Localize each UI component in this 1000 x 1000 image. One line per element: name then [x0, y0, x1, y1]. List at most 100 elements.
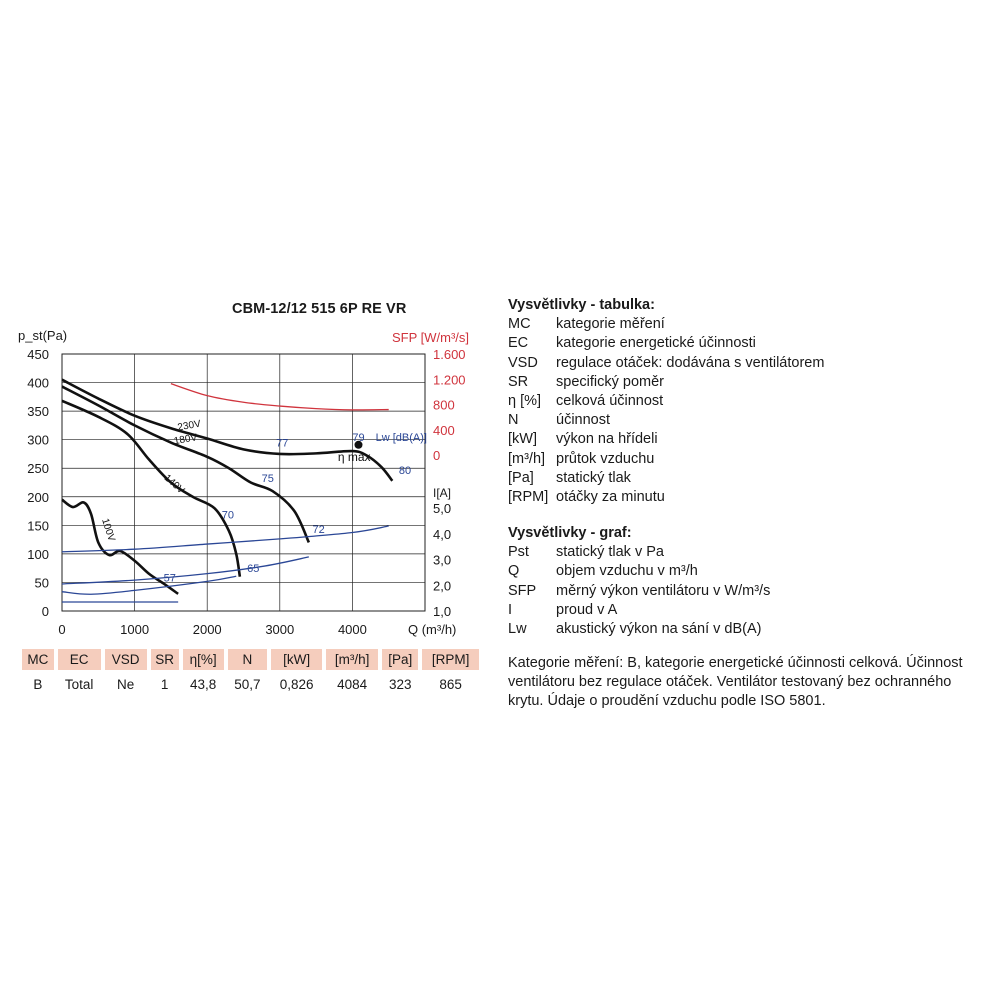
table-header-cell: [kW]: [271, 649, 323, 670]
annotation-65: 65: [247, 563, 259, 575]
pressure-curve-230V: [61, 378, 394, 482]
legend-desc: průtok vzduchu: [556, 450, 655, 467]
legend-graph-block: Vysvětlivky - graf: Pst statický tlak v P…: [508, 524, 770, 639]
annotation-140v: 140V: [162, 473, 187, 497]
annotation-180v: 180V: [173, 432, 198, 447]
current-tick-label: 3,0: [433, 553, 451, 568]
legend-desc: specifický poměr: [556, 373, 664, 390]
annotation-57: 57: [164, 572, 176, 584]
legend-key: SFP: [508, 582, 537, 599]
pressure-curve-100V: [61, 498, 179, 595]
legend-row: MC kategorie měření: [508, 315, 824, 334]
current-curve-5: [61, 525, 389, 553]
x-tick-label: 2000: [193, 622, 222, 637]
table-header-cell: SR: [150, 649, 179, 670]
table-cell: 43,8: [190, 676, 217, 692]
x-tick-label: 1000: [120, 622, 149, 637]
current-curve-7: [61, 575, 237, 595]
table-header-cell: N: [227, 649, 268, 670]
x-tick-label: 3000: [265, 622, 294, 637]
legend-row: EC kategorie energetické účinnosti: [508, 334, 824, 353]
eta-max-marker: [354, 440, 363, 449]
legend-row: VSD regulace otáček: dodávána s ventiláto…: [508, 354, 824, 373]
table-cell: 50,7: [234, 676, 261, 692]
legend-table-title: Vysvětlivky - tabulka:: [508, 297, 655, 313]
x-tick-label: 4000: [338, 622, 367, 637]
y-tick-label: 100: [27, 547, 49, 562]
plot-frame: [61, 353, 426, 612]
y-tick-label: 300: [27, 433, 49, 448]
y-tick-label: 50: [35, 575, 49, 590]
legend-row: Lw akustický výkon na sání v dB(A): [508, 620, 770, 639]
legend-desc: otáčky za minutu: [556, 489, 665, 506]
current-axis-label: I[A]: [433, 486, 451, 500]
legend-key: VSD: [508, 354, 538, 371]
annotation-100v: 100V: [99, 517, 117, 543]
table-header-cell: [RPM]: [422, 649, 479, 670]
annotation-lwdba: Lw [dB(A)]: [376, 432, 427, 444]
annotation-230v: 230V: [177, 419, 202, 434]
y-tick-label: 250: [27, 461, 49, 476]
table-cell: Ne: [116, 676, 135, 692]
sfp-tick-label: 1.200: [433, 372, 466, 387]
legend-desc: výkon na hřídeli: [556, 431, 658, 448]
pressure-curve-180V: [61, 385, 311, 544]
legend-key: [Pa]: [508, 469, 534, 486]
legend-desc: statický tlak: [556, 469, 631, 486]
legend-key: Lw: [508, 621, 527, 638]
table-header-cell: [Pa]: [382, 649, 419, 670]
legend-key: [m³/h]: [508, 450, 546, 467]
table-cell: 865: [439, 676, 462, 692]
y-axis-label: p_st(Pa): [18, 328, 67, 343]
y-tick-label: 150: [27, 518, 49, 533]
legend-desc: proud v A: [556, 601, 618, 618]
table-header-cell: VSD: [104, 649, 147, 670]
legend-row: η [%] celková účinnost: [508, 392, 824, 411]
current-tick-label: 4,0: [433, 527, 451, 542]
legend-desc: statický tlak v Pa: [556, 544, 664, 561]
sfp-curve-4: [170, 383, 389, 411]
spec-table-row: B Total Ne 1 43,8 50,7 0,826 4084 323 865: [22, 670, 479, 698]
sfp-tick-label: 800: [433, 398, 455, 413]
legend-table-block: Vysvětlivky - tabulka: MC kategorie měřen…: [508, 296, 824, 507]
table-cell: Total: [64, 676, 94, 692]
spec-table: MC EC VSD SR η[%] N [kW] [m³/h] [Pa] [RPM] B Total…: [18, 649, 483, 698]
y-tick-label: 200: [27, 490, 49, 505]
legend-desc: regulace otáček: dodávána s ventilátorem: [556, 354, 825, 371]
chart-curves: [61, 378, 394, 603]
y-tick-label: 400: [27, 376, 49, 391]
spec-table-header: MC EC VSD SR η[%] N [kW] [m³/h] [Pa] [RPM]: [22, 649, 479, 670]
annotation-72: 72: [312, 524, 324, 536]
legend-row: [kW] výkon na hřídeli: [508, 430, 824, 449]
legend-row: [Pa] statický tlak: [508, 469, 824, 488]
annotation-max: η max: [338, 450, 371, 464]
legend-desc: kategorie měření: [556, 316, 665, 333]
legend-table-items: MC kategorie měření EC kategorie energetick…: [508, 315, 824, 507]
current-curve-6: [61, 556, 309, 585]
legend-desc: kategorie energetické účinnosti: [556, 335, 756, 352]
current-tick-label: 5,0: [433, 501, 451, 516]
legend-key: η [%]: [508, 393, 542, 410]
chart-grid: [61, 353, 426, 612]
legend-row: Pst statický tlak v Pa: [508, 543, 770, 562]
legend-row: [m³/h] průtok vzduchu: [508, 450, 824, 469]
table-header-cell: [m³/h]: [326, 649, 379, 670]
legend-key: Pst: [508, 544, 529, 561]
legend-key: EC: [508, 335, 529, 352]
legend-desc: účinnost: [556, 412, 611, 429]
table-cell: 323: [388, 676, 412, 692]
table-cell: B: [33, 676, 43, 692]
current-tick-label: 1,0: [433, 604, 451, 619]
annotation-70: 70: [222, 509, 234, 521]
current-tick-label: 2,0: [433, 578, 451, 593]
legend-desc: celková účinnost: [556, 393, 664, 410]
chart-title: CBM-12/12 515 6P RE VR: [232, 301, 407, 317]
y-tick-label: 350: [27, 404, 49, 419]
legend-desc: objem vzduchu v m³/h: [556, 563, 698, 580]
sfp-axis-label: SFP [W/m³/s]: [392, 330, 469, 345]
